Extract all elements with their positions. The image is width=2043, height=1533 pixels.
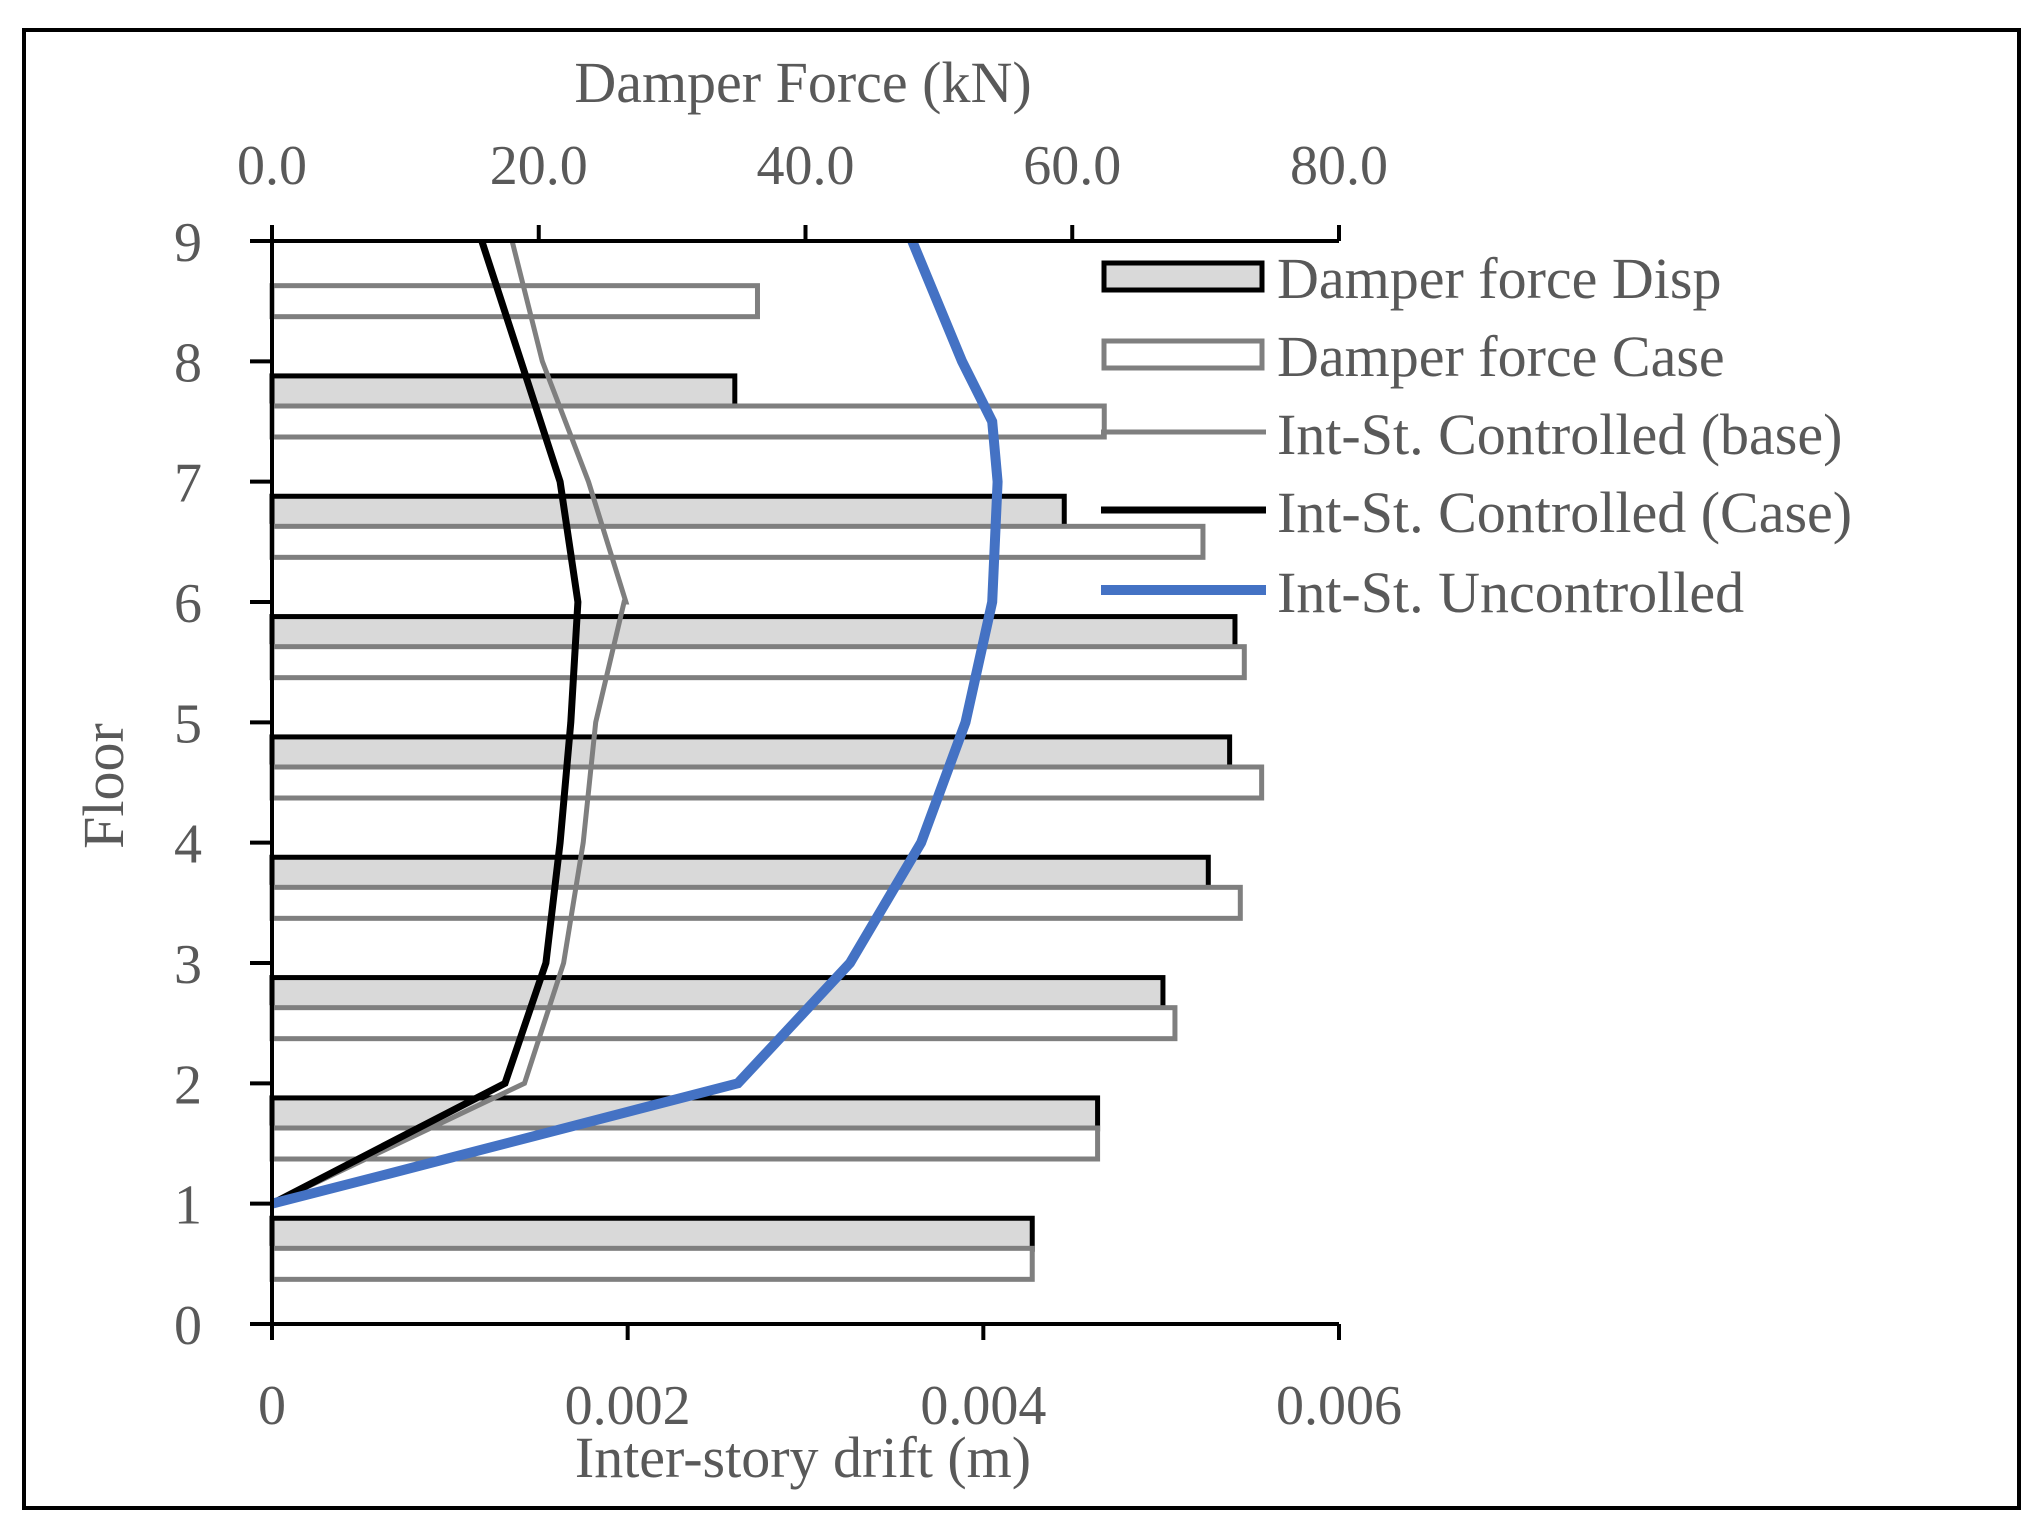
top-axis-title: Damper Force (kN) — [574, 50, 1031, 115]
y-tick-label-3: 3 — [174, 934, 202, 996]
line-int-st-uncontrolled — [270, 239, 1003, 1209]
bottom-tick-label-0.004: 0.004 — [920, 1375, 1046, 1437]
legend: Damper force Disp Damper force Case Int-… — [1101, 246, 1852, 625]
top-tick-label-40.0: 40.0 — [757, 135, 855, 197]
lines-layer — [270, 239, 1003, 1209]
bar-damper-force-disp-5 — [269, 614, 1238, 651]
bar-damper-force-case-0 — [269, 1245, 1035, 1282]
y-axis-title: Floor — [71, 723, 136, 849]
ticks-layer: 0 1 2 3 4 5 6 7 8 9 0.0 20.0 40.0 60.0 80.0 0 0.002 0.004… — [174, 135, 1402, 1437]
top-tick-label-20.0: 20.0 — [490, 135, 588, 197]
top-tick-label-0.0: 0.0 — [237, 135, 307, 197]
y-tick-label-7: 7 — [174, 453, 202, 515]
bottom-tick-label-0: 0 — [258, 1375, 286, 1437]
bar-damper-force-disp-4 — [269, 734, 1233, 771]
y-tick-label-8: 8 — [174, 332, 202, 394]
legend-label-damper-force-disp: Damper force Disp — [1277, 246, 1722, 311]
bar-damper-force-disp-2 — [269, 975, 1166, 1012]
legend-label-uncontrolled: Int-St. Uncontrolled — [1277, 560, 1744, 625]
y-tick-label-4: 4 — [174, 814, 202, 876]
y-tick-label-0: 0 — [174, 1295, 202, 1357]
bar-damper-force-case-6 — [269, 523, 1206, 560]
line-int-st-controlled-case — [270, 239, 582, 1207]
line-int-st-controlled-base — [270, 240, 630, 1206]
bar-damper-force-case-3 — [269, 884, 1243, 921]
bar-damper-force-disp-6 — [269, 493, 1067, 530]
bar-damper-force-disp-1 — [269, 1095, 1101, 1132]
axes-layer — [250, 225, 1341, 1340]
bar-damper-force-case-8 — [269, 283, 760, 320]
bar-damper-force-case-4 — [269, 764, 1265, 801]
top-tick-label-60.0: 60.0 — [1023, 135, 1121, 197]
bar-damper-force-disp-3 — [269, 854, 1211, 891]
y-tick-label-6: 6 — [174, 573, 202, 635]
legend-swatch-damper-force-case — [1101, 338, 1265, 371]
y-tick-label-5: 5 — [174, 693, 202, 755]
legend-label-controlled-base: Int-St. Controlled (base) — [1277, 402, 1842, 467]
bottom-tick-label-0.006: 0.006 — [1276, 1375, 1402, 1437]
y-tick-label-2: 2 — [174, 1054, 202, 1116]
y-tick-label-1: 1 — [174, 1175, 202, 1237]
legend-swatch-damper-force-disp — [1101, 260, 1265, 293]
bottom-axis-title: Inter-story drift (m) — [575, 1425, 1031, 1490]
bar-damper-force-case-5 — [269, 644, 1247, 681]
bar-damper-force-case-2 — [269, 1005, 1178, 1042]
bottom-tick-label-0.002: 0.002 — [565, 1375, 691, 1437]
legend-label-damper-force-case: Damper force Case — [1277, 324, 1725, 389]
bar-damper-force-case-7 — [269, 403, 1107, 440]
bar-damper-force-disp-7 — [269, 373, 738, 410]
legend-label-controlled-case: Int-St. Controlled (Case) — [1277, 480, 1852, 545]
y-tick-label-9: 9 — [174, 212, 202, 274]
top-tick-label-80.0: 80.0 — [1290, 135, 1388, 197]
bar-damper-force-disp-0 — [269, 1215, 1035, 1252]
